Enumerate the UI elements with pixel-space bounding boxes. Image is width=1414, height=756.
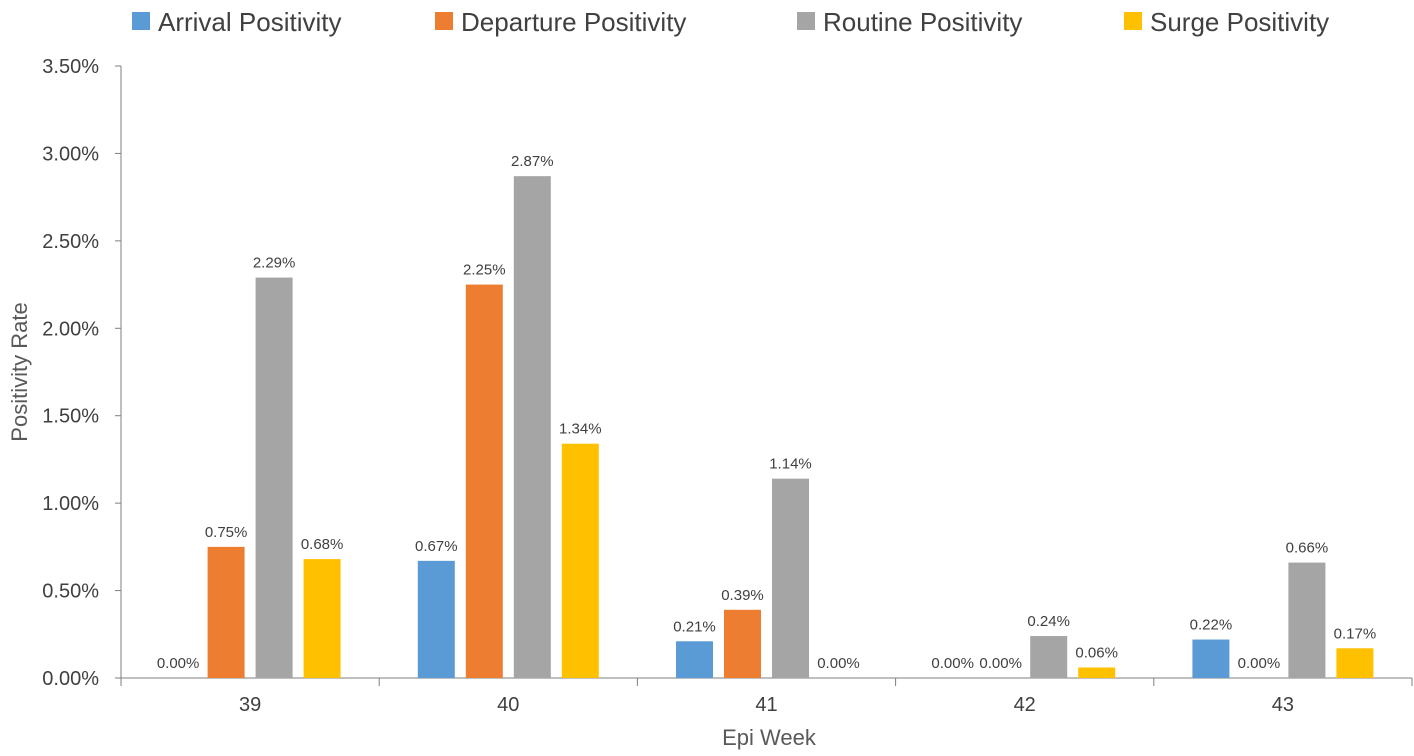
y-axis: 0.00% 0.50% 1.00% 1.50% 2.00% 2.50% 3.00% 3.50% [42,56,122,690]
y-tick-label: 3.50% [42,56,99,78]
data-label: 0.00% [817,655,860,672]
bar-4-week-40 [561,443,599,678]
data-label: 0.17% [1334,625,1377,642]
x-tick-label: 43 [1272,694,1294,716]
legend-swatch-1 [132,12,150,30]
legend-label-1: Arrival Positivity [158,7,341,37]
data-label: 0.22% [1190,617,1233,634]
legend-label-2: Departure Positivity [461,7,686,37]
bar-4-week-43 [1336,648,1374,678]
bar-3-week-43 [1288,562,1326,678]
bar-3-week-42 [1030,636,1068,678]
y-tick-label: 2.50% [42,231,99,253]
bar-3-week-40 [513,176,551,678]
legend-label-4: Surge Positivity [1150,7,1329,37]
data-label: 1.34% [559,421,602,438]
y-tick-label: 1.50% [42,406,99,428]
legend-swatch-3 [797,12,815,30]
data-label: 0.67% [415,538,458,555]
data-label: 0.00% [931,655,974,672]
chart-legend: Arrival Positivity Departure Positivity Ro… [132,7,1329,37]
data-label: 0.00% [157,655,200,672]
bar-2-week-41 [724,609,761,678]
x-axis-title: Epi Week [722,725,817,750]
bar-3-week-41 [772,478,809,678]
x-tick-label: 41 [755,694,777,716]
data-label: 0.06% [1075,645,1118,662]
bar-1-week-43 [1192,639,1230,678]
bar-series-group [207,176,1374,678]
bar-1-week-41 [676,641,713,678]
data-label: 0.66% [1286,540,1329,557]
data-label: 0.39% [721,587,764,604]
y-tick-label: 1.00% [42,493,99,515]
data-label: 0.00% [1238,655,1281,672]
y-tick-label: 0.50% [42,581,99,603]
bar-4-week-42 [1078,667,1116,678]
x-tick-label: 42 [1014,694,1036,716]
data-label: 0.24% [1027,613,1070,630]
x-tick-label: 39 [239,694,261,716]
legend-swatch-2 [435,12,453,30]
y-tick-label: 2.00% [42,318,99,340]
data-label: 0.21% [673,618,716,635]
y-tick-label: 0.00% [42,668,99,690]
bar-2-week-40 [465,284,503,678]
x-tick-label: 40 [497,694,519,716]
data-label: 1.14% [769,456,812,473]
data-label: 0.00% [979,655,1022,672]
bar-2-week-39 [207,546,245,678]
y-axis-title: Positivity Rate [7,302,32,441]
y-tick-label: 3.00% [42,143,99,165]
x-axis: 39 40 41 42 43 [120,677,1413,716]
bar-3-week-39 [255,277,293,678]
data-label-group: 0.00% 0.75% 2.29% 0.68% 0.67% 2.25% 2.87% 1.34%… [157,153,1376,672]
legend-swatch-4 [1124,12,1142,30]
bar-1-week-40 [417,560,455,678]
data-label: 2.87% [511,153,554,170]
bar-4-week-39 [303,559,341,678]
data-label: 2.29% [253,255,296,272]
legend-label-3: Routine Positivity [823,7,1022,37]
data-label: 0.68% [301,536,344,553]
data-label: 2.25% [463,262,506,279]
data-label: 0.75% [205,524,248,541]
